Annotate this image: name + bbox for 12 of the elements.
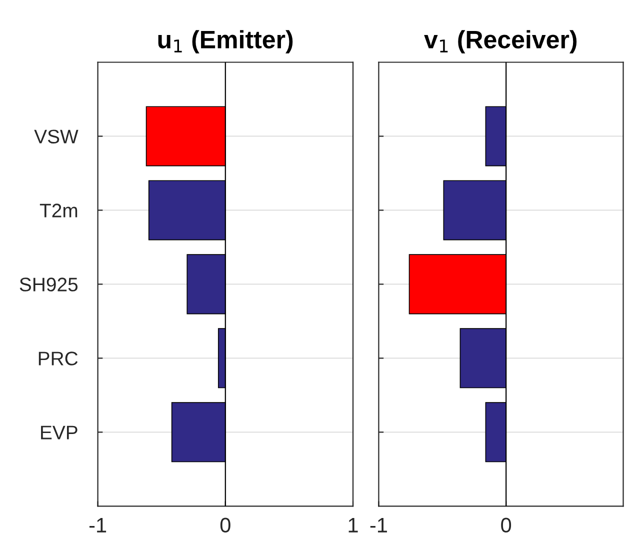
chart-title: v$_{1}$ (Receiver) <box>424 30 577 54</box>
x-tick-label: 1 <box>348 518 358 532</box>
x-tick-label: 0 <box>501 518 512 533</box>
x-tick-label: -1 <box>370 518 387 532</box>
x-tick-label: 0 <box>220 518 230 533</box>
y-tick-label: T2m <box>40 204 78 218</box>
y-tick-label: PRC <box>38 352 78 366</box>
y-tick-label: SH925 <box>20 278 78 292</box>
y-tick-label: VSW <box>34 130 78 144</box>
x-tick-label: -1 <box>89 518 106 532</box>
y-tick-label: EVP <box>41 426 78 440</box>
chart-title: u$_{1}$ (Emitter) <box>158 30 293 54</box>
